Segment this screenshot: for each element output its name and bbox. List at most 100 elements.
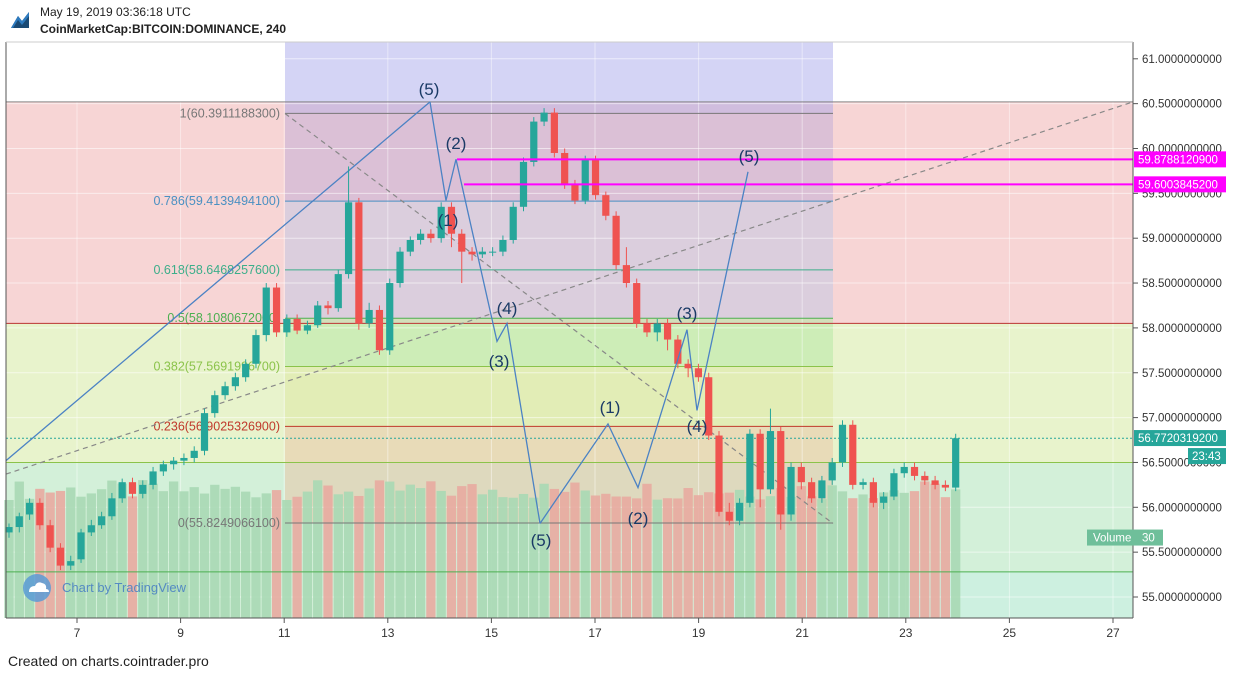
- candle-body: [674, 339, 682, 364]
- candle-body: [417, 233, 425, 240]
- volume-bar: [292, 496, 302, 618]
- price-tag-bg: [1134, 151, 1226, 168]
- volume-bar: [529, 497, 539, 618]
- volume-bars: [4, 480, 961, 618]
- volume-bar: [395, 490, 405, 618]
- candle-body: [159, 464, 167, 472]
- volume-bar: [508, 497, 518, 618]
- candle-body: [36, 502, 44, 526]
- x-tick-label: 23: [899, 626, 913, 640]
- volume-bar: [282, 499, 292, 618]
- candle-body: [509, 206, 517, 240]
- candle-body: [262, 287, 270, 336]
- volume-bar: [734, 489, 745, 618]
- candle-body: [87, 525, 95, 533]
- candle-body: [756, 433, 764, 490]
- volume-bar: [755, 499, 765, 618]
- volume-bar: [374, 480, 385, 618]
- candle-body: [746, 433, 754, 503]
- candle-body: [15, 516, 23, 528]
- candle-body: [386, 283, 394, 351]
- candle-body: [293, 318, 301, 331]
- volume-bar: [693, 495, 704, 618]
- y-tick-label: 61.0000000000: [1142, 54, 1222, 66]
- candle-body: [489, 251, 497, 253]
- candle-body: [622, 265, 630, 284]
- volume-bar: [127, 496, 138, 618]
- volume-bar: [477, 494, 487, 618]
- volume-bar: [621, 496, 632, 618]
- volume-bar: [899, 492, 909, 618]
- volume-bar: [343, 491, 354, 618]
- volume-bar: [940, 497, 951, 618]
- price-chart[interactable]: 1(60.3911188300) 0.786(59.4139494100) 0.61…: [0, 0, 1234, 650]
- candle-body: [818, 480, 826, 499]
- wave-label: (3): [677, 304, 698, 323]
- candle-body: [540, 112, 548, 122]
- volume-bar: [364, 488, 374, 618]
- candle-body: [838, 424, 847, 463]
- volume-bar: [549, 488, 560, 618]
- candle-body: [98, 516, 106, 526]
- volume-bar: [837, 491, 848, 618]
- candle-body: [643, 323, 651, 333]
- x-tick-label: 17: [588, 626, 602, 640]
- volume-bar: [765, 496, 776, 618]
- candle-body: [468, 251, 476, 255]
- volume-bar: [66, 487, 76, 618]
- candle-body: [499, 239, 507, 252]
- volume-bar: [920, 481, 930, 618]
- volume-bar: [426, 481, 436, 618]
- candle-body: [735, 502, 744, 521]
- volume-bar: [199, 493, 210, 618]
- wave-label: (2): [446, 134, 467, 153]
- candle-body: [571, 184, 579, 201]
- candle-body: [406, 239, 414, 252]
- candle-body: [324, 305, 332, 309]
- fib-label: 1(60.3911188300): [180, 106, 280, 120]
- x-tick-label: 11: [278, 626, 291, 640]
- candle-body: [931, 480, 939, 485]
- volume-bar: [117, 483, 127, 618]
- volume-bar: [683, 488, 693, 618]
- price-tags: 59.8788120900 59.6003845200 56.7720319200 2…: [1087, 151, 1226, 546]
- candlesticks: [5, 108, 960, 571]
- y-tick-label: 56.0000000000: [1142, 502, 1222, 514]
- candle-body: [694, 368, 703, 378]
- volume-bar: [560, 491, 570, 618]
- volume-bar: [786, 496, 796, 618]
- candle-body: [314, 305, 322, 326]
- volume-bar: [889, 490, 899, 618]
- candle-body: [180, 457, 188, 461]
- x-tick-label: 15: [485, 626, 499, 640]
- volume-bar: [168, 481, 179, 618]
- candle-body: [190, 450, 198, 458]
- x-tick-label: 19: [692, 626, 706, 640]
- volume-bar: [230, 486, 241, 618]
- volume-bar: [776, 488, 786, 618]
- volume-bar: [313, 480, 323, 618]
- countdown-label: 23:43: [1192, 451, 1221, 463]
- candle-body: [859, 482, 867, 485]
- candle-body: [375, 309, 384, 351]
- volume-bar: [261, 493, 271, 618]
- price-tag-label: 59.6003845200: [1138, 179, 1218, 191]
- volume-bar: [457, 486, 467, 618]
- volume-bar: [930, 483, 940, 618]
- volume-bar: [868, 498, 879, 618]
- volume-bar: [333, 494, 343, 618]
- candle-body: [128, 482, 137, 494]
- fib-band-786: [285, 113, 833, 202]
- candle-body: [921, 475, 929, 481]
- volume-bar: [220, 488, 230, 618]
- candle-body: [118, 482, 126, 499]
- volume-bar: [302, 491, 313, 618]
- candle-body: [365, 309, 373, 324]
- volume-bar: [806, 496, 817, 618]
- price-tag-bg: [1134, 176, 1226, 193]
- volume-bar: [415, 488, 426, 618]
- y-axis-ticks: 61.000000000060.500000000060.00000000005…: [1133, 54, 1222, 604]
- candle-body: [252, 335, 260, 364]
- volume-tag-value: 30: [1142, 533, 1155, 545]
- candle-body: [283, 318, 291, 333]
